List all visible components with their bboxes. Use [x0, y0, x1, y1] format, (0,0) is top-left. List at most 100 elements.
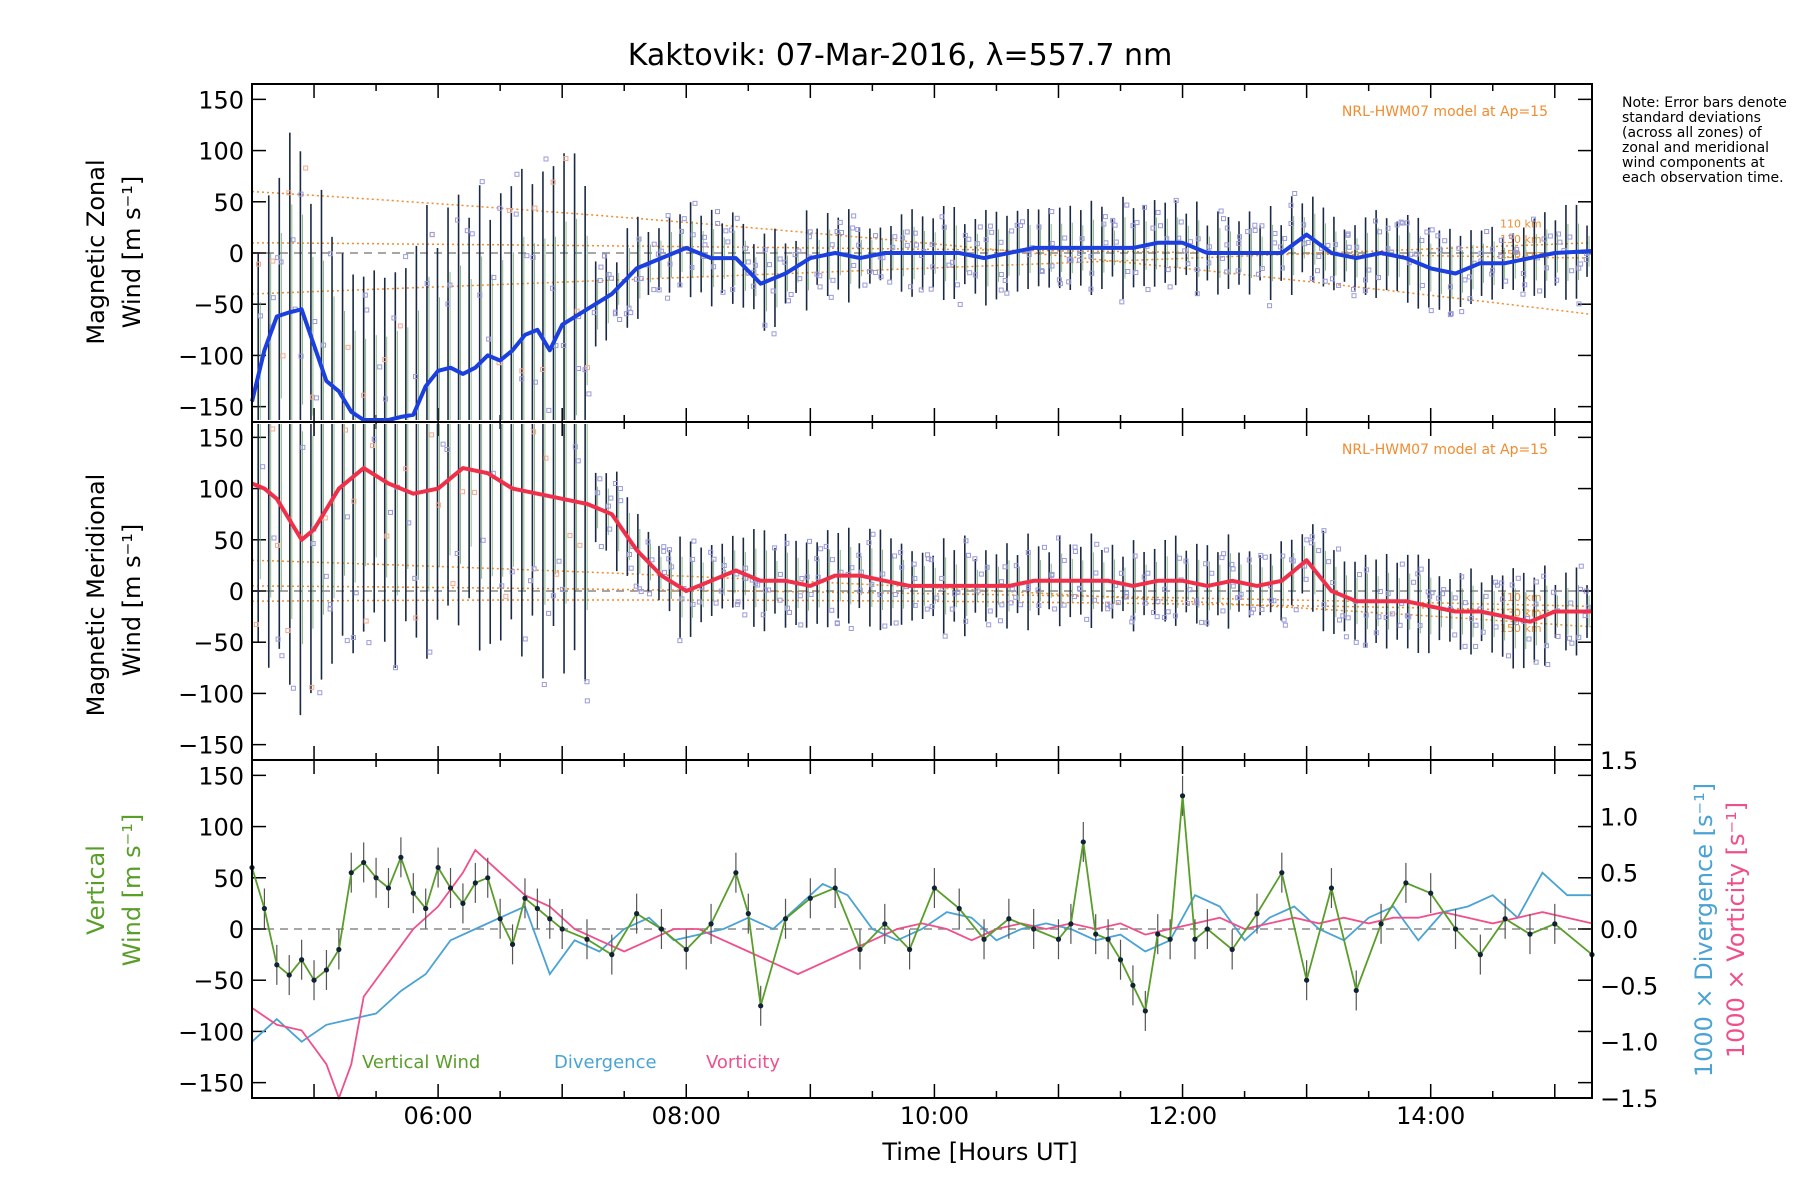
- zonal-scatter-point: [626, 305, 632, 311]
- zonal-scatter-point: [679, 228, 685, 234]
- meridional-scatter-point: [1397, 622, 1403, 628]
- meridional-scatter-point: [934, 595, 940, 601]
- zonal-ytick-label: −100: [178, 342, 244, 370]
- zonal-scatter-point: [391, 315, 397, 321]
- zonal-scatter-point: [1272, 231, 1278, 237]
- zonal-scatter-point: [1437, 247, 1443, 253]
- meridional-scatter-point: [271, 535, 277, 541]
- zonal-scatter-point: [507, 208, 513, 214]
- vertical-wind-point: [447, 885, 454, 891]
- meridional-scatter-point: [1462, 643, 1468, 649]
- vertical-wind-point: [1142, 1008, 1148, 1014]
- meridional-scatter-point: [1203, 561, 1209, 567]
- zonal-scatter-point: [946, 262, 952, 268]
- zonal-scatter-point: [1188, 239, 1194, 245]
- vertical-wind-point: [261, 905, 268, 912]
- zonal-scatter-point: [455, 217, 461, 223]
- zonal-scatter-point: [413, 374, 419, 380]
- meridional-scatter-point: [1568, 600, 1574, 606]
- vertical-ytick-label: −50: [193, 967, 244, 995]
- vertical-wind-point: [1527, 931, 1533, 937]
- vertical-wind-point: [1031, 926, 1037, 932]
- meridional-scatter-point: [1129, 619, 1135, 625]
- zonal-scatter-point: [851, 263, 857, 269]
- zonal-scatter-point: [873, 233, 879, 239]
- zonal-scatter-point: [586, 391, 592, 397]
- meridional-scatter-point: [344, 638, 350, 644]
- meridional-scatter-point: [1499, 596, 1505, 602]
- zonal-scatter-point: [665, 213, 671, 219]
- zonal-scatter-point: [1113, 239, 1119, 245]
- zonal-scatter-point: [1088, 253, 1094, 259]
- meridional-scatter-point: [1550, 589, 1556, 595]
- zonal-scatter-point: [998, 287, 1004, 293]
- zonal-scatter-point: [1400, 220, 1406, 226]
- meridional-scatter-point: [550, 593, 556, 599]
- zonal-scatter-point: [543, 156, 549, 162]
- meridional-scatter-point: [999, 602, 1005, 608]
- x-tick-label: 14:00: [1396, 1102, 1465, 1130]
- zonal-scatter-point: [278, 259, 284, 265]
- meridional-ytick-label: 0: [229, 578, 244, 606]
- meridional-scatter-point: [1336, 617, 1342, 623]
- zonal-scatter-point: [560, 343, 566, 349]
- meridional-scatter-point: [708, 549, 714, 555]
- vertical-wind-point: [559, 926, 565, 932]
- meridional-scatter-point: [1161, 615, 1167, 621]
- vertical-wind-point: [1328, 885, 1335, 891]
- vertical-wind-point: [745, 911, 751, 917]
- meridional-scatter-point: [984, 564, 990, 570]
- zonal-scatter-point: [681, 216, 687, 222]
- vertical-wind-point: [1093, 931, 1099, 937]
- meridional-scatter-point: [1578, 563, 1584, 569]
- zonal-scatter-point: [837, 219, 843, 225]
- meridional-scatter-point: [1406, 614, 1412, 620]
- zonal-scatter-point: [989, 229, 995, 235]
- zonal-scatter-point: [834, 228, 840, 234]
- zonal-scatter-point: [638, 276, 644, 282]
- meridional-scatter-point: [606, 503, 612, 509]
- meridional-scatter-point: [366, 640, 372, 646]
- vertical-wind-point: [1378, 921, 1384, 927]
- meridional-scatter-point: [939, 575, 945, 581]
- zonal-scatter-point: [850, 225, 856, 231]
- zonal-scatter-point: [1576, 301, 1582, 307]
- zonal-scatter-point: [771, 331, 777, 337]
- meridional-scatter-point: [1545, 662, 1551, 668]
- vertical-wind-point: [1304, 977, 1310, 983]
- meridional-scatter-point: [892, 553, 898, 559]
- meridional-ylabel-line1: Magnetic Meridional: [82, 473, 110, 717]
- zonal-scatter-point: [1252, 227, 1258, 233]
- meridional-scatter-point: [1282, 622, 1288, 628]
- vertical-wind-point: [1502, 916, 1508, 922]
- meridional-scatter-point: [541, 682, 547, 688]
- vertical-ytick-label: 0: [229, 916, 244, 944]
- meridional-scatter-point: [662, 569, 668, 575]
- zonal-scatter-point: [1537, 288, 1543, 294]
- meridional-scatter-point: [762, 587, 768, 593]
- zonal-scatter-point: [1292, 190, 1298, 196]
- zonal-scatter-point: [1478, 250, 1484, 256]
- meridional-scatter-point: [1509, 582, 1515, 588]
- zonal-scatter-point: [1224, 225, 1230, 231]
- meridional-scatter-point: [279, 653, 285, 659]
- zonal-scatter-point: [403, 254, 409, 260]
- meridional-scatter-point: [669, 564, 675, 570]
- vertical-ylabel-line1: Vertical: [82, 845, 110, 935]
- zonal-scatter-point: [1362, 288, 1368, 294]
- zonal-scatter-point: [1346, 244, 1352, 250]
- meridional-scatter-point: [1533, 579, 1539, 585]
- vertical-wind-point: [1477, 952, 1483, 958]
- meridional-scatter-point: [1383, 614, 1389, 620]
- meridional-scatter-point: [317, 690, 323, 696]
- zonal-scatter-point: [524, 253, 530, 259]
- zonal-scatter-point: [913, 242, 919, 248]
- vertical-wind-point: [1167, 936, 1173, 942]
- meridional-scatter-point: [1165, 609, 1171, 615]
- zonal-scatter-point: [1089, 270, 1095, 276]
- zonal-scatter-point: [1543, 265, 1549, 271]
- meridional-scatter-point: [1103, 547, 1109, 553]
- meridional-scatter-point: [1415, 571, 1421, 577]
- vertical-wind-point: [361, 859, 367, 866]
- zonal-scatter-point: [1066, 256, 1072, 262]
